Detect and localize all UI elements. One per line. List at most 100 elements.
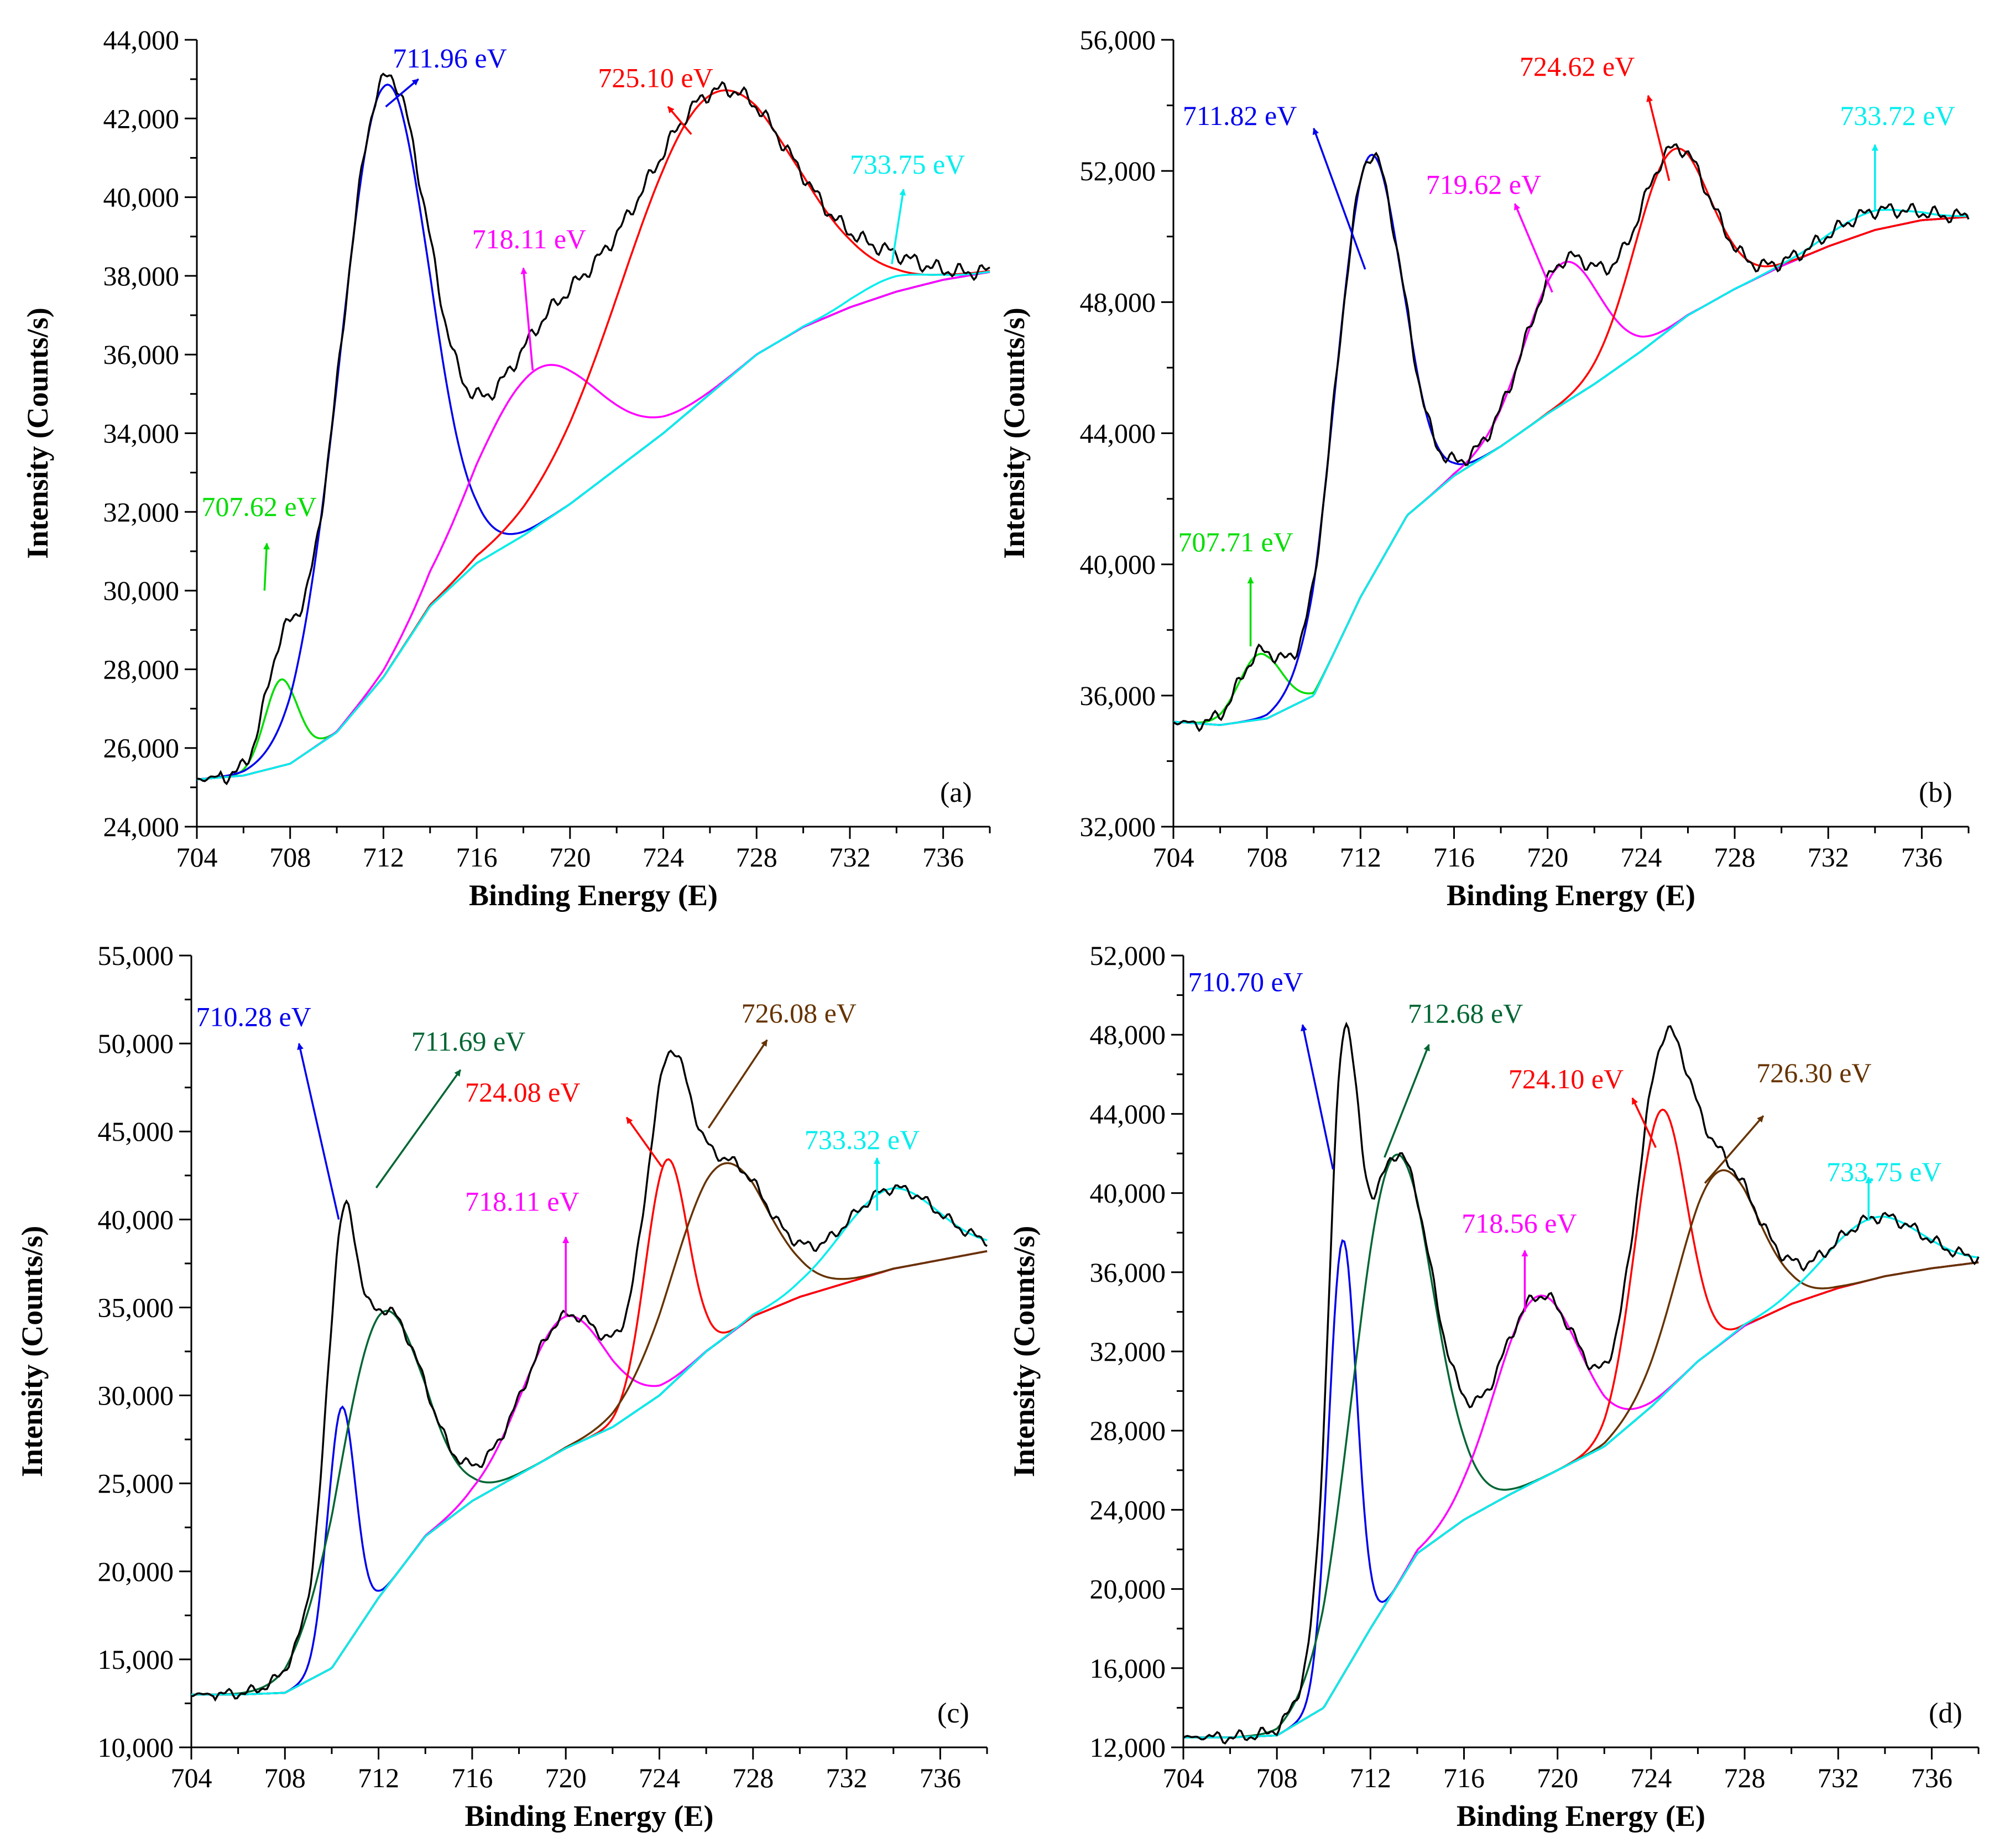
- y-tick-label: 50,000: [98, 1028, 174, 1059]
- y-axis-title: Intensity (Counts/s): [15, 1226, 49, 1478]
- x-tick-label: 708: [1246, 842, 1288, 873]
- y-tick-label: 52,000: [1080, 155, 1156, 186]
- y-tick-label: 36,000: [1090, 1257, 1166, 1288]
- raw-spectrum-curve: [191, 1050, 988, 1702]
- y-tick-label: 15,000: [98, 1644, 174, 1675]
- x-tick-label: 712: [363, 842, 404, 873]
- x-tick-label: 736: [1911, 1762, 1953, 1793]
- peak-arrow: [891, 189, 906, 264]
- y-tick-label: 24,000: [103, 811, 180, 842]
- x-tick-label: 732: [826, 1762, 868, 1793]
- y-tick-label: 42,000: [103, 103, 180, 134]
- x-tick-label: 736: [922, 842, 964, 873]
- peak-label: 718.11 eV: [465, 1186, 579, 1217]
- y-tick-label: 28,000: [103, 654, 180, 685]
- x-tick-label: 712: [1350, 1762, 1391, 1793]
- peak-label: 733.75 eV: [1826, 1156, 1941, 1187]
- x-tick-label: 720: [549, 842, 591, 873]
- x-tick-label: 704: [1163, 1762, 1204, 1793]
- x-axis-title: Binding Energy (E): [469, 879, 718, 912]
- peak-arrow: [667, 106, 692, 135]
- x-tick-label: 720: [545, 1762, 587, 1793]
- y-tick-label: 40,000: [103, 182, 180, 213]
- y-tick-label: 44,000: [1090, 1098, 1166, 1129]
- chart-panel-c: 704 708 712 716 720 724 728 732 736 10,000 15,000 2…: [15, 940, 988, 1833]
- x-tick-label: 708: [269, 842, 311, 873]
- y-tick-label: 30,000: [98, 1380, 174, 1411]
- y-tick-label: 35,000: [98, 1292, 174, 1323]
- panel-label: (c): [937, 1698, 969, 1729]
- x-axis-title: Binding Energy (E): [464, 1799, 713, 1833]
- peak-label: 718.56 eV: [1461, 1208, 1577, 1239]
- peak-label: 707.71 eV: [1178, 526, 1293, 557]
- peak-label: 724.08 eV: [465, 1077, 580, 1108]
- x-tick-label: 704: [171, 1762, 212, 1793]
- y-tick-label: 24,000: [1090, 1494, 1166, 1525]
- peak-label: 711.82 eV: [1183, 100, 1297, 131]
- peak-arrow: [520, 267, 534, 370]
- y-tick-label: 36,000: [1080, 680, 1156, 711]
- panel-label: (d): [1929, 1698, 1962, 1729]
- x-tick-label: 736: [920, 1762, 961, 1793]
- x-tick-label: 724: [1630, 1762, 1672, 1793]
- peak-arrow: [1513, 203, 1553, 293]
- x-tick-label: 736: [1901, 842, 1943, 873]
- y-tick-label: 40,000: [1080, 549, 1156, 580]
- x-tick-label: 728: [1724, 1762, 1766, 1793]
- peak-arrow: [625, 1116, 663, 1167]
- x-tick-label: 716: [456, 842, 498, 873]
- chart-panel-d: 704 708 712 716 720 724 728 732 736 12,000 16,000 2…: [1008, 940, 1980, 1833]
- y-tick-label: 25,000: [98, 1468, 174, 1499]
- y-tick-label: 12,000: [1090, 1732, 1166, 1763]
- peak-arrow: [1646, 95, 1671, 181]
- x-tick-label: 716: [1433, 842, 1475, 873]
- y-tick-label: 30,000: [103, 575, 180, 606]
- x-tick-label: 708: [264, 1762, 306, 1793]
- x-tick-label: 724: [1620, 842, 1662, 873]
- peak-label: 725.10 eV: [598, 62, 713, 93]
- raw-spectrum-curve: [1182, 1021, 1980, 1745]
- y-tick-label: 36,000: [103, 339, 180, 370]
- y-tick-label: 40,000: [1090, 1178, 1166, 1209]
- y-tick-label: 48,000: [1090, 1019, 1166, 1050]
- peak-arrow: [1704, 1115, 1765, 1184]
- y-tick-label: 40,000: [98, 1204, 174, 1235]
- y-tick-label: 28,000: [1090, 1415, 1166, 1446]
- peak-label: 726.30 eV: [1756, 1057, 1871, 1088]
- y-tick-label: 20,000: [1090, 1574, 1166, 1605]
- y-tick-label: 44,000: [103, 24, 180, 55]
- peak-arrow: [385, 78, 419, 108]
- fit-component-curve: [191, 1187, 988, 1696]
- x-tick-label: 712: [1340, 842, 1381, 873]
- peak-arrow: [1384, 1043, 1430, 1158]
- y-tick-label: 32,000: [103, 497, 180, 528]
- peak-label: 710.28 eV: [196, 1001, 311, 1032]
- peak-label: 733.72 eV: [1840, 100, 1955, 131]
- y-tick-label: 32,000: [1080, 811, 1156, 842]
- x-tick-label: 728: [732, 1762, 774, 1793]
- panel-label: (b): [1919, 777, 1953, 808]
- peak-arrow: [263, 542, 270, 591]
- peak-label: 710.70 eV: [1188, 966, 1303, 997]
- x-tick-label: 704: [1153, 842, 1194, 873]
- peak-label: 718.11 eV: [472, 223, 586, 254]
- y-tick-label: 38,000: [103, 260, 180, 291]
- y-tick-label: 32,000: [1090, 1336, 1166, 1367]
- y-tick-label: 26,000: [103, 733, 180, 764]
- x-tick-label: 720: [1537, 1762, 1578, 1793]
- raw-spectrum-curve: [196, 72, 990, 786]
- x-tick-label: 704: [176, 842, 218, 873]
- peak-arrow: [1301, 1024, 1334, 1170]
- y-tick-label: 16,000: [1090, 1653, 1166, 1684]
- peak-label: 712.68 eV: [1408, 998, 1523, 1029]
- x-tick-label: 708: [1256, 1762, 1298, 1793]
- x-axis-title: Binding Energy (E): [1457, 1799, 1705, 1833]
- x-tick-label: 720: [1527, 842, 1568, 873]
- peak-arrow: [375, 1069, 462, 1189]
- panel-label: (a): [940, 777, 972, 808]
- peak-arrow: [297, 1042, 340, 1220]
- peak-label: 724.10 eV: [1508, 1063, 1624, 1094]
- y-tick-label: 45,000: [98, 1116, 174, 1147]
